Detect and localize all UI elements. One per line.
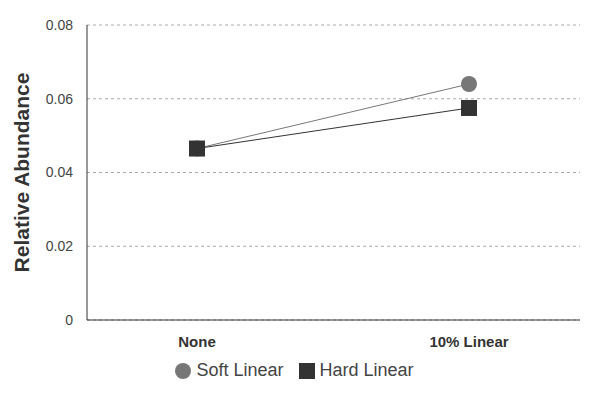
svg-text:0: 0 [65,312,73,328]
svg-text:0.02: 0.02 [46,238,73,254]
svg-text:10% Linear: 10% Linear [429,333,508,350]
svg-text:0.04: 0.04 [46,164,73,180]
svg-text:None: None [178,333,216,350]
html-text:Hard Linear: Hard Linear [319,360,414,380]
svg-text:0.06: 0.06 [46,91,73,107]
svg-text:Relative Abundance: Relative Abundance [10,73,33,273]
svg-text:0.08: 0.08 [46,17,73,33]
html-text:Soft Linear: Soft Linear [196,360,284,380]
